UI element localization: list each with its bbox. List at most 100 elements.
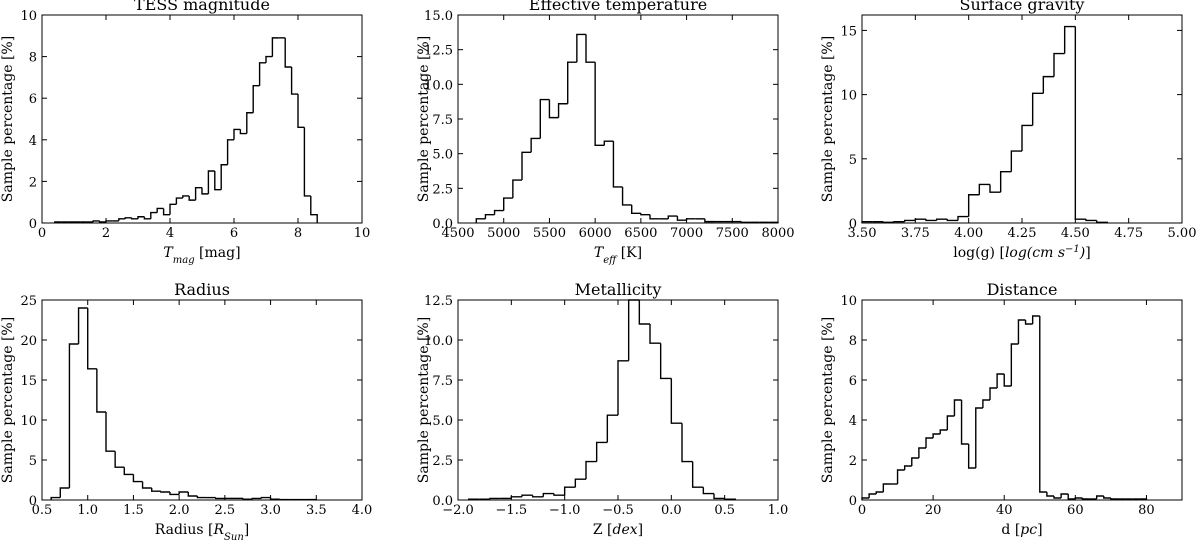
y-tick-label: 6 [849, 374, 857, 389]
histogram-step [670, 378, 682, 424]
histogram-step [681, 423, 693, 463]
histogram-step [160, 491, 170, 493]
histogram-step [137, 216, 145, 219]
histogram-step [1060, 493, 1069, 498]
histogram-step [303, 127, 311, 197]
chart-title: Metallicity [575, 280, 662, 299]
y-tick-label: 10.0 [424, 334, 453, 349]
histogram-step [982, 399, 990, 408]
y-tick-label: 8 [849, 334, 857, 349]
histogram-step [50, 496, 61, 500]
histogram-step [242, 498, 253, 500]
histogram-step [105, 412, 116, 452]
histogram-step [685, 218, 696, 221]
x-tick-label: 5000 [487, 226, 520, 241]
y-tick-label: 7.5 [432, 374, 453, 389]
x-axis-label-part: −1 [1065, 244, 1080, 255]
histogram-step [935, 218, 948, 221]
x-tick-label: 1.0 [77, 503, 98, 518]
histogram-step [594, 62, 605, 147]
plot-frame [41, 14, 363, 224]
y-tick-label: 7.5 [432, 113, 453, 128]
histogram-step [196, 496, 207, 499]
x-axis-label-part: d [ [1001, 522, 1020, 538]
chart-title: Radius [174, 280, 230, 299]
x-tick-label: 4.00 [954, 226, 983, 241]
plot-frame [457, 299, 779, 501]
x-axis-label-part: log(g) [ [953, 245, 1005, 261]
x-tick-label: 4.0 [352, 503, 373, 518]
y-tick-label: 2.5 [432, 454, 453, 469]
y-tick-label: 10 [840, 294, 857, 309]
histogram-step [188, 195, 196, 201]
histogram-step [530, 137, 541, 153]
histogram-step [77, 307, 88, 344]
x-tick-label: 1.0 [768, 503, 789, 518]
y-tick-label: 15 [20, 374, 37, 389]
x-axis-label-part: dex [613, 522, 638, 538]
histogram-step [939, 429, 948, 434]
histogram-step [1031, 92, 1044, 126]
histogram-step [649, 214, 660, 220]
histogram-step [92, 220, 100, 222]
histogram-step [512, 179, 522, 199]
y-tick-label: 5.0 [432, 148, 453, 163]
y-tick-label: 0.0 [432, 217, 453, 232]
histogram-step [310, 195, 318, 223]
x-tick-label: 4.50 [1061, 226, 1090, 241]
y-axis-label: Sample percentage [%] [820, 36, 836, 202]
plot-frame [861, 14, 1183, 224]
x-tick-label: 2.0 [169, 503, 190, 518]
histogram-step [68, 343, 79, 488]
histogram-step [1074, 26, 1086, 220]
histogram-step [1003, 374, 1012, 387]
histogram-step [118, 218, 126, 221]
x-tick-label: 4500 [441, 226, 474, 241]
x-axis-label-part: ] [244, 522, 249, 538]
histogram-step [595, 441, 608, 462]
x-axis-label: log(g) [log(cm s−1)] [953, 244, 1090, 262]
x-tick-label: 7000 [670, 226, 703, 241]
x-axis-label: d [pc] [1001, 522, 1042, 538]
histogram-step [542, 492, 554, 497]
y-axis-label: Sample percentage [%] [0, 317, 16, 483]
y-tick-label: 2 [29, 175, 37, 190]
x-tick-label: 8000 [761, 226, 794, 241]
histogram-step [258, 62, 266, 86]
histogram-step [1053, 52, 1065, 77]
y-tick-label: 5 [849, 153, 857, 168]
histogram-step [1053, 496, 1062, 499]
x-tick-label: 80 [1138, 503, 1155, 518]
x-tick-label: 0 [38, 226, 46, 241]
x-axis-label-part: [mag] [195, 245, 241, 261]
histogram-step [246, 112, 254, 134]
histogram-step [702, 487, 714, 495]
x-tick-label: 8 [294, 226, 302, 241]
histogram-step [621, 186, 632, 206]
histogram-step [999, 170, 1012, 193]
histogram-step [868, 493, 877, 498]
histogram-step [563, 486, 576, 496]
x-axis-label-part: T [594, 245, 605, 261]
histogram-step [105, 220, 113, 222]
histogram-step [123, 467, 134, 476]
x-tick-label: 2.5 [215, 503, 236, 518]
histogram-step [252, 85, 260, 113]
histogram-step [903, 219, 916, 222]
histogram-step [567, 61, 577, 104]
chart-title: TESS magnitude [134, 0, 270, 14]
x-tick-label: 1.5 [123, 503, 144, 518]
x-tick-label: 0.0 [661, 503, 682, 518]
histogram-step [220, 164, 228, 190]
y-tick-label: 0 [849, 217, 857, 232]
histogram-step [226, 139, 234, 165]
histogram-step [194, 186, 202, 201]
histogram-step [1021, 124, 1033, 152]
histogram-step [585, 460, 597, 480]
x-tick-label: 4.25 [1008, 226, 1037, 241]
x-axis-label: Teff [K] [594, 245, 642, 266]
histogram-step [265, 55, 273, 63]
histogram-step [178, 491, 189, 495]
histogram-step [1017, 319, 1026, 344]
histogram-step [201, 187, 209, 195]
